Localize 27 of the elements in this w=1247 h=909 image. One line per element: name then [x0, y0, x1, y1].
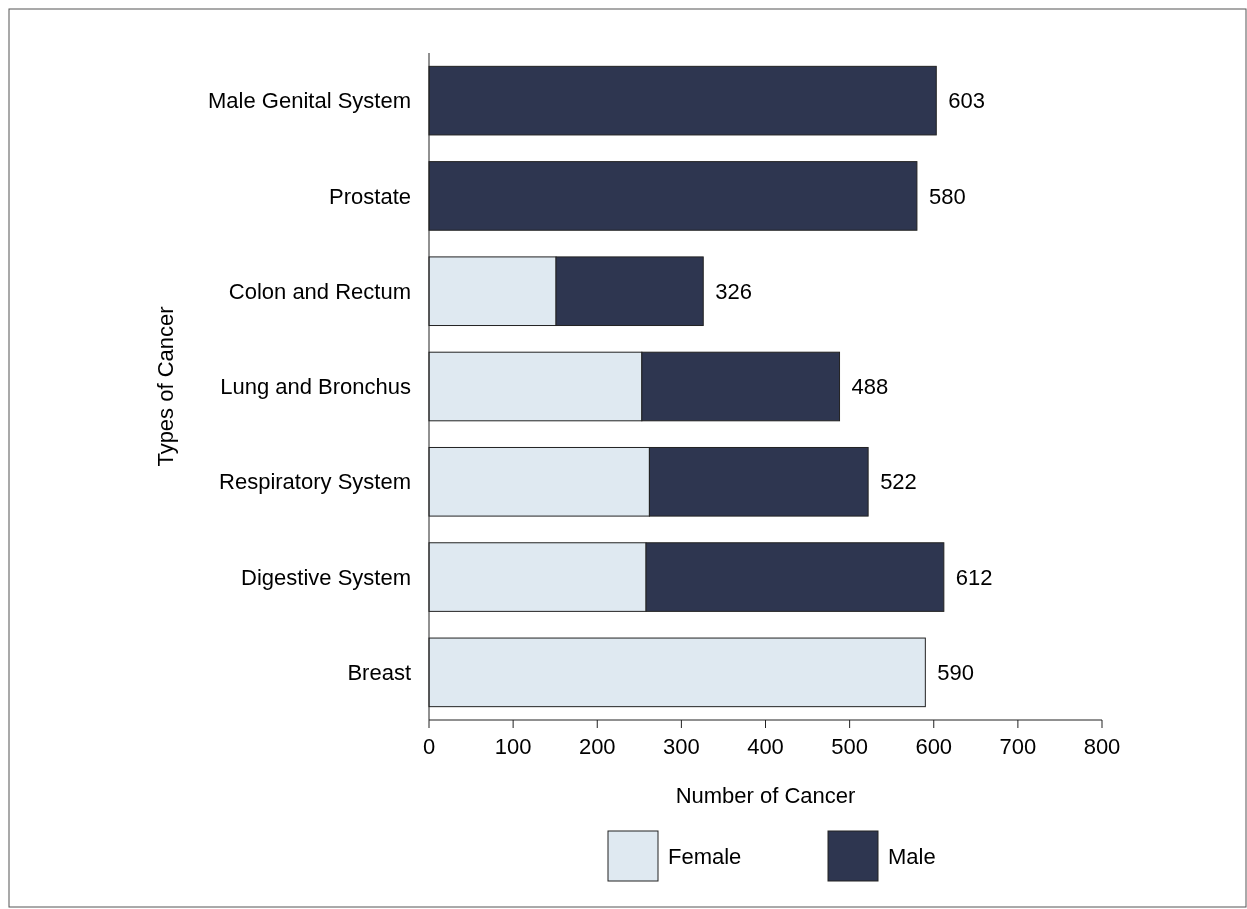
x-tick-label: 200 [578, 734, 616, 759]
y-tick-label: Prostate [329, 183, 411, 209]
y-tick-label: Respiratory System [219, 469, 411, 495]
y-tick-label: Digestive System [241, 564, 411, 590]
total-label: 580 [928, 183, 966, 209]
x-tick-label: 600 [915, 734, 953, 759]
y-tick-label: Colon and Rectum [228, 278, 411, 304]
x-tick-label: 500 [831, 734, 868, 759]
legend-label: Female [668, 843, 742, 869]
x-tick-label: 0 [422, 734, 436, 759]
total-label: 612 [955, 564, 993, 590]
y-tick-label: Male Genital System [208, 88, 411, 114]
total-label: 488 [851, 374, 889, 400]
total-label: 326 [715, 278, 752, 304]
total-label: 590 [937, 660, 975, 686]
legend-label: Male [888, 843, 936, 869]
x-tick-label: 800 [1083, 734, 1121, 759]
total-label: 603 [948, 88, 985, 114]
x-axis-title: Number of Cancer [675, 783, 856, 808]
x-tick-label: 100 [494, 734, 532, 759]
x-tick-label: 300 [663, 734, 700, 759]
y-tick-label: Breast [347, 660, 411, 686]
y-tick-label: Lung and Bronchus [220, 374, 411, 400]
total-label: 522 [880, 469, 917, 495]
x-tick-label: 400 [747, 734, 784, 759]
x-tick-label: 700 [999, 734, 1037, 759]
y-axis-title: Types of Cancer [152, 306, 178, 467]
